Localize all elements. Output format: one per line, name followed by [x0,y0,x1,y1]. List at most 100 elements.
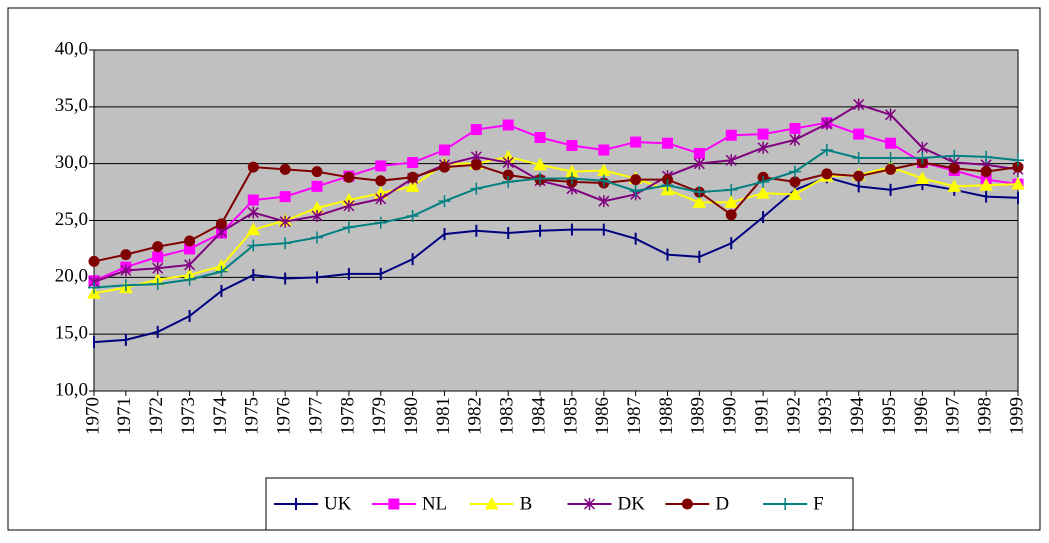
marker-part [247,206,259,219]
marker-part [311,231,324,244]
marker [885,108,897,121]
marker-part [915,171,930,184]
y-tick-label: 40,0 [55,38,88,59]
x-tick-label: 1992 [783,397,804,435]
x-tick-label: 1970 [82,397,103,435]
marker [916,151,929,164]
y-tick-label: 25,0 [55,209,88,230]
marker [885,163,897,175]
marker [1011,177,1025,190]
marker-part [566,139,578,151]
marker-part [788,187,802,200]
marker [757,141,769,154]
x-tick-label: 1972 [146,397,167,435]
x-tick-label: 1984 [528,397,549,436]
marker [374,216,387,229]
marker-part [821,117,833,130]
marker-part [916,151,929,164]
marker [779,498,792,510]
marker [789,176,801,188]
marker-part [438,161,450,173]
marker [388,498,400,510]
marker-part [470,159,482,171]
marker [151,278,164,291]
x-tick-label: 1994 [847,397,868,436]
marker [756,186,770,199]
marker [788,165,801,178]
x-tick-label: 1982 [465,397,486,435]
marker [980,150,993,163]
marker [725,209,737,221]
x-tick-label: 1980 [401,397,422,435]
marker [757,175,770,188]
marker [406,209,419,222]
marker-part [279,237,292,250]
marker [661,179,674,192]
marker-part [756,186,770,199]
x-tick-label: 1993 [815,397,836,435]
legend-item: B [469,493,532,514]
marker [405,179,420,192]
marker [565,172,578,185]
marker-part [247,194,259,206]
x-tick-label: 1975 [242,397,263,435]
marker [246,222,261,236]
marker-part [533,157,547,171]
marker [915,171,930,184]
x-tick-label: 1985 [560,397,581,435]
x-tick-label: 1990 [720,397,741,435]
marker [852,151,865,164]
marker [247,206,259,219]
marker-part [120,264,132,277]
marker [470,124,482,136]
marker [470,182,483,195]
marker-part [502,156,514,169]
marker [311,166,323,178]
marker-part [630,136,642,148]
marker-part [693,157,705,170]
marker [681,498,693,510]
marker-part [151,278,164,291]
marker-part [583,498,596,510]
marker-part [215,265,228,278]
marker-part [693,147,705,159]
x-tick-label: 1995 [879,397,900,435]
x-tick-label: 1989 [688,397,709,435]
marker-part [152,251,164,263]
marker-part [598,144,610,156]
marker-part [979,178,993,191]
marker-part [279,215,291,228]
x-tick-label: 1977 [305,397,326,435]
marker-part [184,258,196,271]
marker [407,157,419,169]
marker [279,215,291,228]
marker-part [629,184,642,197]
marker-part [438,195,451,208]
x-tick-label: 1998 [974,397,995,435]
marker [407,171,419,183]
marker-part [470,124,482,136]
marker [311,231,324,244]
marker [597,174,610,187]
marker-part [885,108,897,121]
marker-part [152,241,164,253]
marker-part [661,179,674,192]
marker-part [342,221,355,234]
series-line [93,176,1019,344]
marker [184,258,196,271]
marker [279,191,291,203]
marker [788,187,802,200]
marker-part [502,175,515,188]
marker [534,172,547,185]
marker-part [183,273,196,286]
marker [247,239,260,252]
marker [343,171,355,183]
marker [725,129,737,141]
x-tick-label: 1979 [369,397,390,435]
marker-part [598,195,610,208]
marker [502,156,514,169]
marker [757,128,769,140]
marker-part [725,183,738,196]
marker [789,122,801,134]
series-line [93,103,1019,283]
